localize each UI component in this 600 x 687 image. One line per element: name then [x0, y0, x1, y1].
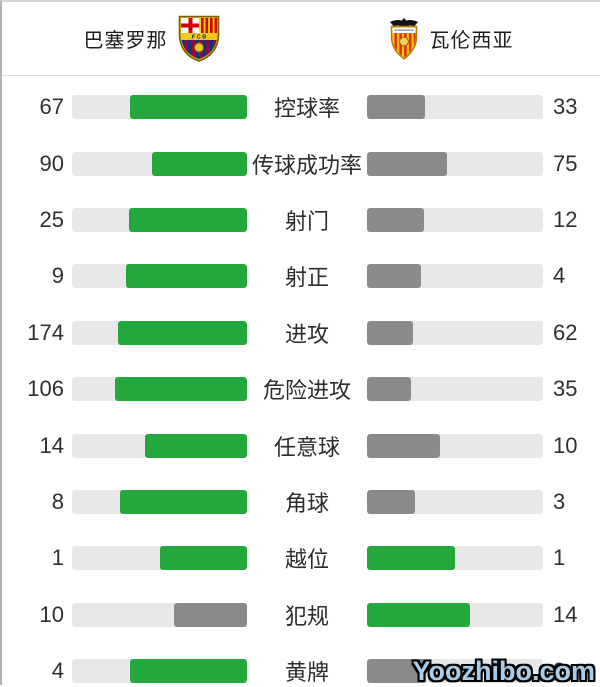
away-bar-track: [367, 489, 543, 514]
teams-header: 巴塞罗那: [2, 2, 600, 76]
away-value: 2: [553, 658, 566, 684]
stat-label: 越位: [284, 547, 329, 573]
stat-row: 174 进攻 62: [2, 305, 600, 361]
home-bar-fill: [159, 546, 247, 571]
stat-label: 射正: [284, 265, 329, 291]
home-bar-track: [72, 433, 247, 458]
away-bar-fill: [367, 207, 425, 232]
home-bar-track: [72, 151, 247, 176]
home-team-name: 巴塞罗那: [83, 30, 168, 52]
home-value: 67: [39, 94, 64, 120]
away-bar-track: [367, 546, 543, 571]
away-bar-fill: [367, 151, 447, 176]
away-bar-fill: [367, 95, 426, 120]
stat-row: 8 角球 3: [2, 474, 600, 530]
home-value: 4: [51, 658, 64, 684]
away-bar-track: [367, 377, 543, 402]
home-value: 106: [27, 376, 64, 402]
home-value: 14: [39, 432, 64, 458]
stat-label: 控球率: [273, 96, 340, 122]
watermark: Yoozhibo.com: [412, 656, 596, 686]
home-bar-track: [72, 659, 247, 684]
home-bar-track: [72, 546, 247, 571]
home-bar-fill: [115, 377, 247, 402]
away-value: 3: [553, 488, 566, 514]
away-value: 4: [553, 263, 566, 289]
stat-label: 危险进攻: [262, 378, 351, 404]
home-value: 174: [27, 319, 64, 345]
home-bar-fill: [117, 320, 247, 345]
away-team-header: 瓦伦西亚: [301, 16, 600, 62]
away-bar-track: [367, 602, 543, 627]
stat-row: 9 射正 4: [2, 248, 600, 304]
stat-row: 25 射门 12: [2, 192, 600, 248]
stat-row: 10 犯规 14: [2, 587, 600, 643]
away-team-name: 瓦伦西亚: [429, 30, 514, 52]
home-bar-track: [72, 377, 247, 402]
home-bar-track: [72, 207, 247, 232]
away-bar-track: [367, 659, 543, 684]
home-bar-track: [72, 320, 247, 345]
away-bar-fill: [367, 546, 455, 571]
home-bar-fill: [144, 433, 247, 458]
stat-row: 67 控球率 33: [2, 79, 600, 135]
home-value: 10: [39, 601, 64, 627]
valencia-cf-crest-icon: [388, 16, 420, 62]
fc-barcelona-crest-icon: F C B: [178, 15, 220, 62]
away-bar-fill: [367, 377, 411, 402]
stat-label: 黄牌: [284, 660, 329, 685]
away-value: 35: [553, 376, 578, 402]
away-value: 1: [553, 545, 566, 571]
home-value: 8: [51, 488, 64, 514]
stat-row: 4 黄牌 2: [2, 643, 600, 685]
home-value: 1: [51, 545, 64, 571]
stats-list: 67 控球率 33 90 传球成功率 75 25 射门 12 9: [2, 79, 600, 685]
home-bar-track: [72, 602, 247, 627]
away-bar-fill: [367, 320, 414, 345]
away-value: 75: [553, 150, 578, 176]
away-bar-track: [367, 264, 543, 289]
stat-row: 14 任意球 10: [2, 417, 600, 473]
stat-row: 106 危险进攻 35: [2, 361, 600, 417]
home-bar-fill: [128, 207, 247, 232]
home-bar-fill: [151, 151, 247, 176]
home-bar-track: [72, 489, 247, 514]
stat-label: 传球成功率: [251, 152, 362, 178]
home-bar-track: [72, 95, 247, 120]
away-bar-fill: [367, 659, 426, 684]
away-bar-fill: [367, 489, 415, 514]
away-bar-track: [367, 95, 543, 120]
home-bar-fill: [130, 659, 247, 684]
home-value: 25: [39, 206, 64, 232]
stat-label: 射门: [284, 208, 329, 234]
home-value: 90: [39, 150, 64, 176]
away-bar-track: [367, 151, 543, 176]
away-bar-fill: [367, 264, 422, 289]
home-bar-fill: [125, 264, 247, 289]
away-value: 33: [553, 94, 578, 120]
home-team-header: 巴塞罗那: [2, 15, 301, 62]
away-bar-track: [367, 207, 543, 232]
home-bar-fill: [129, 95, 247, 120]
stat-label: 角球: [284, 490, 329, 516]
home-bar-fill: [119, 489, 247, 514]
away-value: 12: [553, 206, 578, 232]
home-bar-track: [72, 264, 247, 289]
away-bar-track: [367, 433, 543, 458]
home-value: 9: [51, 263, 64, 289]
stat-label: 任意球: [273, 434, 340, 460]
away-bar-track: [367, 320, 543, 345]
svg-text:F C B: F C B: [191, 35, 205, 41]
stat-label: 进攻: [284, 321, 329, 347]
away-value: 14: [553, 601, 578, 627]
stat-label: 犯规: [284, 603, 329, 629]
away-value: 62: [553, 319, 578, 345]
home-bar-fill: [174, 602, 247, 627]
away-bar-fill: [367, 602, 470, 627]
stat-row: 1 越位 1: [2, 530, 600, 586]
away-bar-fill: [367, 433, 441, 458]
away-value: 10: [553, 432, 578, 458]
stat-row: 90 传球成功率 75: [2, 135, 600, 191]
